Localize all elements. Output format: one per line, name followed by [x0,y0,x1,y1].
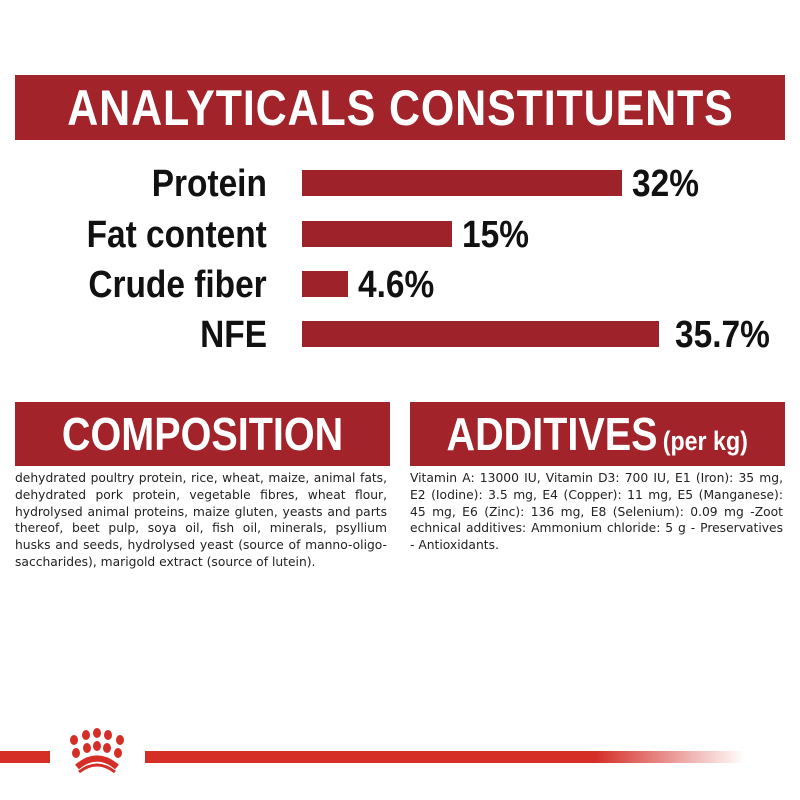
bar-fat [302,221,452,247]
analytics-banner: ANALYTICALS CONSTITUENTS [15,75,785,140]
brand-line-left [0,751,50,763]
composition-text: dehydrated poultry protein, rice, wheat,… [15,471,387,569]
bar-fiber [302,271,348,297]
row-label-fiber: Crude fiber [88,264,267,306]
bar-protein [302,170,622,196]
additives-text: Vitamin A: 13000 IU, Vitamin D3: 700 IU,… [410,471,783,553]
additives-title: ADDITIVES [446,408,658,460]
value-nfe: 35.7% [675,314,770,356]
row-label-protein: Protein [151,163,267,205]
brand-line-right [145,751,745,763]
composition-title: COMPOSITION [61,408,344,460]
additives-subtitle: (per kg) [663,426,749,456]
value-fiber: 4.6% [358,264,435,306]
row-label-fat: Fat content [86,214,267,256]
composition-banner: COMPOSITION [15,402,390,466]
value-fat: 15% [462,214,529,256]
bar-nfe [302,321,659,347]
analytics-title: ANALYTICALS CONSTITUENTS [66,79,734,136]
additives-heading: ADDITIVES (per kg) [447,407,748,461]
row-label-nfe: NFE [200,314,267,356]
additives-banner: ADDITIVES (per kg) [410,402,785,466]
value-protein: 32% [632,163,699,205]
crown-icon [70,728,124,774]
